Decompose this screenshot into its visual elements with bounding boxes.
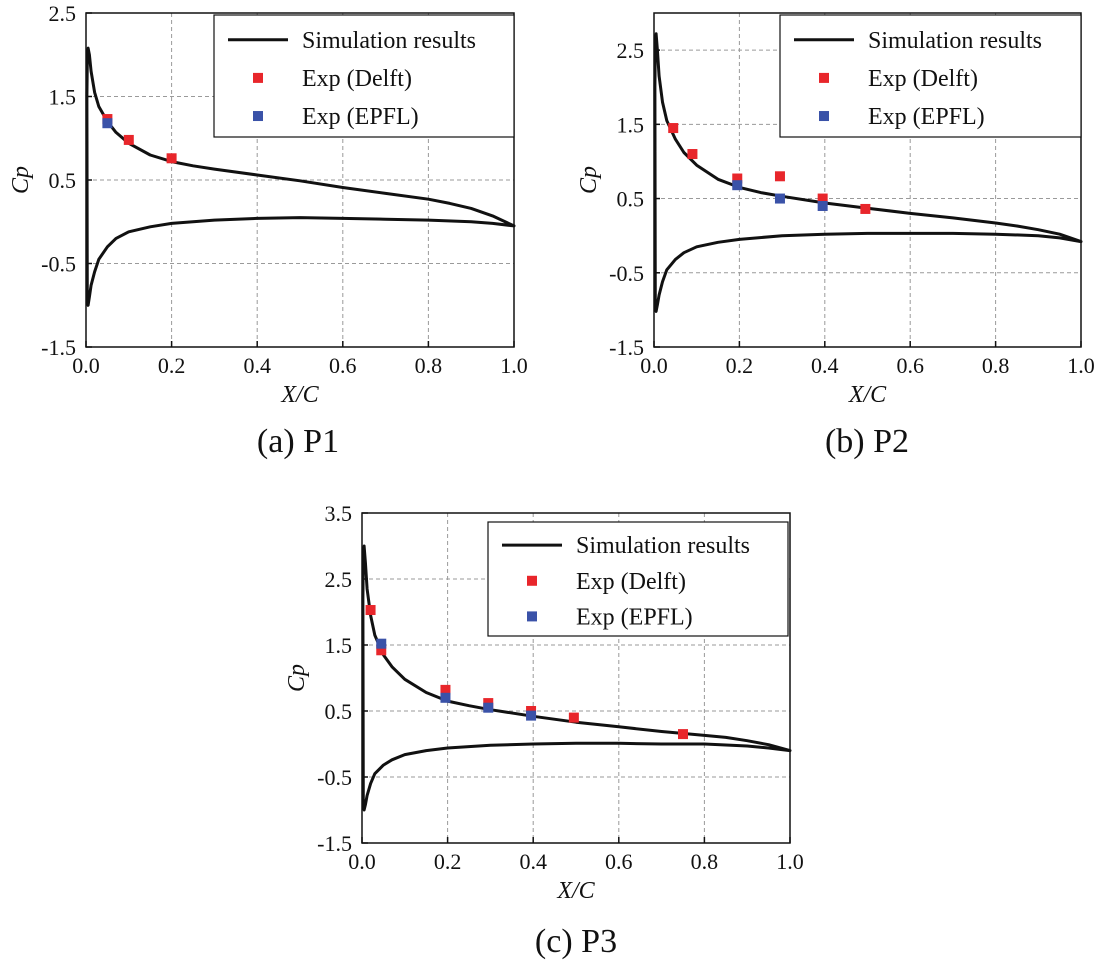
y-tick-label: -1.5: [41, 335, 76, 360]
x-tick-label: 0.4: [519, 849, 547, 874]
legend-label: Exp (Delft): [868, 66, 978, 92]
data-point-delft: [166, 153, 177, 164]
x-tick-label: 0.8: [415, 353, 443, 378]
x-tick-label: 0.8: [982, 353, 1010, 378]
data-point-delft: [817, 193, 828, 204]
chart-panel-a: 0.0 0.2 0.4 0.6 0.8 1.0 -1.5 -0.5 0.5 1.5 2.5 X/C Cp…: [8, 1, 528, 460]
legend-epfl-swatch: [819, 111, 829, 122]
legend-epfl-swatch: [527, 611, 537, 622]
x-tick-label: 0.8: [691, 849, 719, 874]
x-tick-label: 0.0: [348, 849, 376, 874]
data-point-epfl: [732, 180, 743, 191]
data-point-epfl: [526, 710, 537, 721]
x-tick-label: 1.0: [1067, 353, 1095, 378]
x-tick-label: 0.2: [726, 353, 754, 378]
legend-label: Simulation results: [576, 533, 750, 559]
legend-epfl-swatch: [253, 111, 263, 122]
x-tick-label: 1.0: [776, 849, 804, 874]
panel-caption: (b) P2: [825, 423, 909, 460]
y-axis-label: Cp: [576, 166, 602, 194]
data-point-delft: [687, 149, 698, 160]
data-point-epfl: [483, 702, 494, 713]
y-tick-label: 2.5: [325, 567, 353, 592]
y-axis-label: Cp: [8, 166, 34, 194]
data-point-epfl: [817, 200, 828, 211]
x-tick-label: 0.0: [640, 353, 668, 378]
data-point-epfl: [774, 193, 785, 204]
y-tick-label: 0.5: [49, 168, 77, 193]
y-tick-label: -1.5: [317, 831, 352, 856]
chart-panel-b: 0.0 0.2 0.4 0.6 0.8 1.0 -1.5 -0.5 0.5 1.5 2.5 X/C Cp…: [576, 12, 1095, 460]
data-point-delft: [774, 171, 785, 182]
x-tick-label: 0.6: [896, 353, 924, 378]
y-tick-label: 0.5: [617, 187, 645, 212]
legend-delft-swatch: [527, 575, 537, 586]
chart-panel-c: 0.0 0.2 0.4 0.6 0.8 1.0 -1.5 -0.5 0.5 1.5 2.5 3.5 X/…: [284, 501, 804, 960]
x-axis-label: X/C: [280, 382, 319, 408]
legend-box: [487, 521, 789, 637]
data-point-epfl: [102, 118, 113, 129]
data-point-delft: [123, 134, 134, 145]
data-point-delft: [860, 203, 871, 214]
legend: Simulation results Exp (Delft) Exp (EPFL): [779, 14, 1082, 138]
y-axis-label: Cp: [284, 664, 310, 692]
legend-delft-swatch: [819, 72, 829, 83]
y-tick-label: 2.5: [49, 1, 77, 26]
data-point-epfl: [440, 692, 451, 703]
legend-box: [213, 14, 515, 138]
legend: Simulation results Exp (Delft) Exp (EPFL): [213, 14, 515, 138]
legend-label: Exp (EPFL): [868, 104, 985, 130]
y-tick-label: 1.5: [617, 112, 645, 137]
data-point-delft: [678, 729, 688, 740]
x-tick-label: 0.4: [243, 353, 271, 378]
y-tick-label: -0.5: [609, 261, 644, 286]
legend-delft-swatch: [253, 72, 263, 83]
x-tick-label: 0.2: [158, 353, 186, 378]
y-tick-label: 0.5: [325, 699, 353, 724]
data-point-delft: [440, 684, 451, 695]
legend-box: [779, 14, 1082, 138]
y-tick-label: 1.5: [325, 633, 353, 658]
y-tick-label: -0.5: [41, 252, 76, 277]
legend-label: Exp (EPFL): [576, 604, 693, 630]
data-point-delft: [365, 605, 376, 616]
y-tick-label: -0.5: [317, 765, 352, 790]
y-tick-label: 2.5: [617, 38, 645, 63]
x-tick-label: 0.0: [72, 353, 100, 378]
x-axis-label: X/C: [848, 382, 887, 408]
legend: Simulation results Exp (Delft) Exp (EPFL): [487, 521, 789, 637]
data-point-epfl: [376, 638, 387, 649]
x-tick-label: 0.4: [811, 353, 839, 378]
y-tick-label: 1.5: [49, 85, 77, 110]
data-point-delft: [376, 645, 387, 656]
legend-label: Exp (EPFL): [302, 104, 419, 130]
data-point-delft: [668, 123, 679, 134]
legend-label: Exp (Delft): [576, 569, 686, 595]
legend-label: Exp (Delft): [302, 66, 412, 92]
data-point-delft: [732, 173, 743, 184]
series-line-simulation: [85, 46, 516, 307]
y-tick-label: 3.5: [325, 501, 353, 526]
x-tick-label: 0.6: [329, 353, 357, 378]
legend-label: Simulation results: [868, 28, 1042, 54]
x-axis-label: X/C: [556, 878, 595, 904]
legend-label: Simulation results: [302, 28, 476, 54]
x-tick-label: 0.2: [434, 849, 462, 874]
panel-caption: (a) P1: [257, 423, 339, 460]
data-point-delft: [568, 712, 579, 723]
x-tick-label: 1.0: [500, 353, 528, 378]
y-tick-label: -1.5: [609, 335, 644, 360]
x-tick-label: 0.6: [605, 849, 633, 874]
panel-caption: (c) P3: [535, 923, 617, 960]
